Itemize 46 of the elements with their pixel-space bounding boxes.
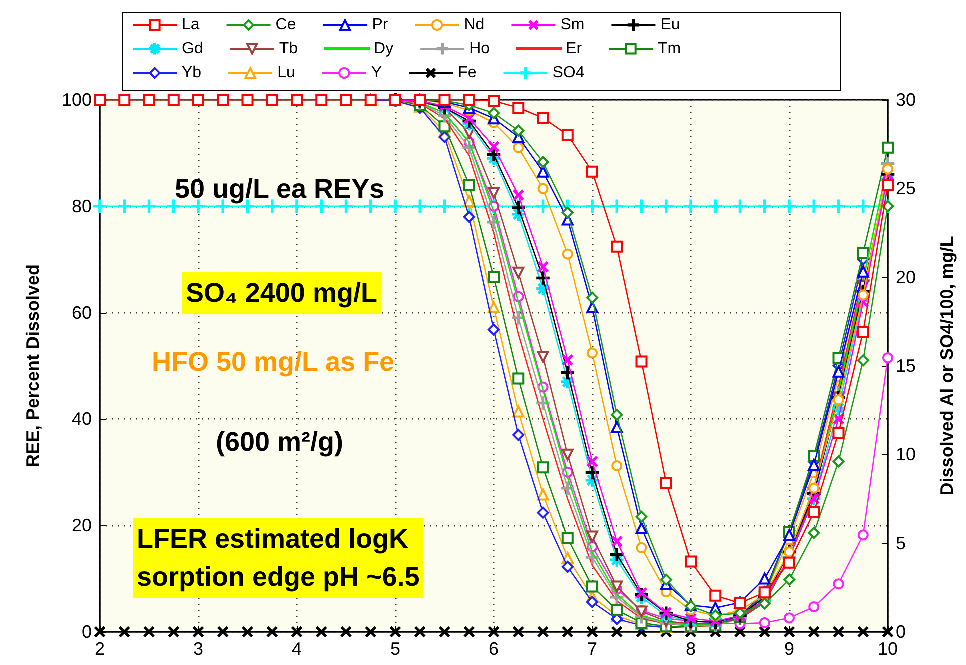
y2-tick-label: 10	[896, 444, 916, 465]
legend-label: Er	[566, 40, 583, 58]
legend-label: Dy	[374, 40, 394, 58]
legend-label: Ce	[276, 16, 296, 34]
x-tick-label: 9	[784, 639, 795, 659]
x-tick-label: 10	[878, 639, 898, 659]
annotation: 50 ug/L ea REYs	[175, 174, 385, 204]
y-tick-label: 20	[72, 516, 92, 536]
legend-label: Sm	[560, 16, 585, 34]
x-tick-label: 2	[94, 639, 106, 659]
annotation: HFO 50 mg/L as Fe	[152, 347, 395, 377]
y-tick-label: 40	[72, 409, 92, 430]
y-tick-label: 0	[82, 622, 92, 642]
legend-label: Nd	[464, 16, 485, 34]
legend-label: Ho	[470, 40, 490, 58]
annotation: (600 m²/g)	[216, 427, 344, 457]
x-tick-label: 7	[587, 639, 598, 659]
y2-axis-title: Dissolved Al or SO4/100, mg/L	[937, 236, 957, 496]
x-tick-label: 5	[390, 639, 401, 659]
annotation: SO₄ 2400 mg/L	[186, 278, 378, 308]
y2-tick-label: 15	[896, 356, 916, 376]
x-tick-label: 3	[193, 639, 204, 659]
y2-tick-label: 0	[896, 622, 906, 642]
x-tick-label: 6	[488, 639, 500, 659]
y2-tick-label: 30	[896, 90, 916, 110]
annotation: LFER estimated logK sorption edge pH ~6.5	[137, 524, 420, 592]
y2-tick-label: 5	[896, 533, 906, 554]
legend-label: Tb	[279, 40, 298, 58]
legend-label: SO4	[552, 64, 585, 82]
legend-label: Y	[371, 64, 382, 82]
legend-label: Pr	[372, 16, 389, 34]
y2-tick-label: 20	[896, 267, 916, 288]
y-tick-label: 100	[62, 90, 92, 110]
legend-label: Eu	[660, 16, 680, 34]
y-tick-label: 60	[72, 302, 92, 323]
y-tick-label: 80	[72, 196, 92, 216]
y2-tick-label: 25	[896, 178, 916, 199]
legend-label: Yb	[182, 64, 202, 82]
x-tick-label: 8	[686, 639, 696, 659]
legend-label: Tm	[658, 40, 682, 58]
legend-label: La	[182, 16, 200, 34]
legend-label: Lu	[278, 64, 296, 82]
x-tick-label: 4	[292, 639, 302, 659]
legend-label: Gd	[182, 40, 204, 58]
y-axis-title: REE, Percent Dissolved	[23, 264, 43, 468]
legend-label: Fe	[458, 64, 477, 82]
